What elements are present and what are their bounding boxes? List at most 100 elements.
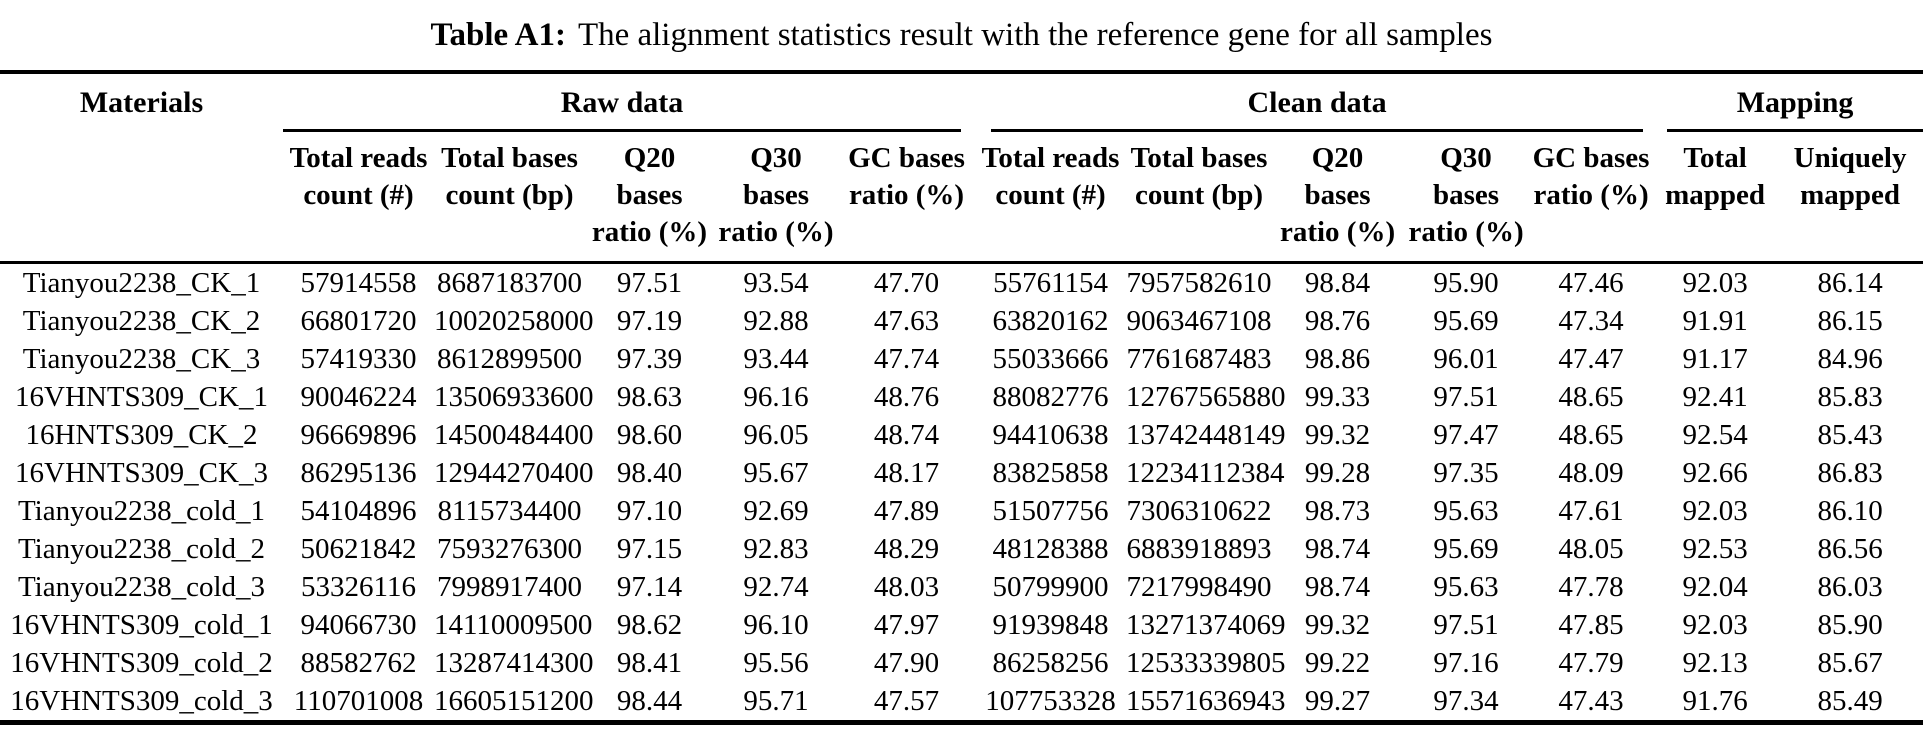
value-cell: 48.76 (873, 381, 940, 413)
value-cell: 98.73 (1304, 495, 1371, 527)
table-row: Tianyou2238_cold_3 53326116 7998917400 97.1… (0, 568, 1923, 606)
value-cell: 98.44 (616, 685, 683, 717)
value-cell: 83825858 (992, 457, 1109, 489)
table-row: 16VHNTS309_cold_2 88582762 13287414300 98.4… (0, 644, 1923, 682)
value-cell: 48.17 (873, 457, 940, 489)
table-caption: Table A1: The alignment statistics resul… (0, 0, 1923, 70)
value-cell: 92.53 (1682, 533, 1748, 565)
value-cell: 92.88 (743, 305, 809, 337)
value-cell: 90046224 (300, 381, 417, 413)
value-cell: 6883918893 (1126, 533, 1272, 565)
column-header: Total reads count (#) (975, 132, 1127, 264)
value-cell: 85.67 (1817, 647, 1883, 679)
value-cell: 88082776 (992, 381, 1109, 413)
table-row: 16VHNTS309_CK_3 86295136 12944270400 98.40 9… (0, 454, 1923, 492)
table-row: Tianyou2238_CK_2 66801720 10020258000 97.19… (0, 302, 1923, 340)
value-cell: 86258256 (992, 647, 1109, 679)
column-header: GC bases ratio (%) (838, 132, 976, 264)
table-row: Tianyou2238_cold_1 54104896 8115734400 97.1… (0, 492, 1923, 530)
value-cell: 15571636943 (1126, 685, 1286, 717)
value-cell: 53326116 (301, 571, 416, 603)
value-cell: 85.90 (1817, 609, 1883, 641)
value-cell: 48128388 (992, 533, 1109, 565)
value-cell: 94066730 (300, 609, 417, 641)
value-cell: 96.01 (1433, 343, 1499, 375)
value-cell: 98.41 (616, 647, 683, 679)
value-cell: 97.34 (1433, 685, 1499, 717)
material-cell: 16HNTS309_CK_2 (25, 419, 258, 451)
value-cell: 86.14 (1817, 267, 1883, 299)
value-cell: 95.63 (1433, 571, 1499, 603)
value-cell: 57914558 (300, 267, 417, 299)
column-header: Q20 bases ratio (%) (585, 132, 714, 264)
value-cell: 98.60 (616, 419, 683, 451)
value-cell: 47.46 (1558, 267, 1624, 299)
value-cell: 47.34 (1558, 305, 1624, 337)
column-header: Uniquely mapped (1777, 132, 1923, 264)
value-cell: 97.35 (1433, 457, 1499, 489)
value-cell: 95.67 (743, 457, 809, 489)
value-cell: 92.41 (1682, 381, 1748, 413)
value-cell: 98.84 (1304, 267, 1371, 299)
value-cell: 9063467108 (1126, 305, 1272, 337)
column-header: Q30 bases ratio (%) (1403, 132, 1530, 264)
value-cell: 48.03 (873, 571, 940, 603)
value-cell: 92.69 (743, 495, 809, 527)
value-cell: 97.14 (616, 571, 683, 603)
value-cell: 92.83 (743, 533, 809, 565)
value-cell: 86.83 (1817, 457, 1883, 489)
value-cell: 97.51 (616, 267, 683, 299)
value-cell: 85.43 (1817, 419, 1883, 451)
value-cell: 96.10 (743, 609, 809, 641)
value-cell: 7306310622 (1126, 495, 1272, 527)
value-cell: 63820162 (992, 305, 1109, 337)
group-header-clean-data: Clean data (975, 72, 1653, 132)
value-cell: 98.74 (1304, 571, 1371, 603)
column-header: Q30 bases ratio (%) (714, 132, 838, 264)
value-cell: 8612899500 (437, 343, 582, 375)
value-cell: 13506933600 (434, 381, 594, 413)
value-cell: 99.22 (1304, 647, 1371, 679)
value-cell: 13742448149 (1126, 419, 1286, 451)
value-cell: 97.10 (616, 495, 683, 527)
value-cell: 47.57 (873, 685, 940, 717)
value-cell: 48.09 (1558, 457, 1624, 489)
value-cell: 55761154 (993, 267, 1108, 299)
value-cell: 96.16 (743, 381, 809, 413)
value-cell: 94410638 (992, 419, 1109, 451)
value-cell: 48.29 (873, 533, 940, 565)
value-cell: 99.33 (1304, 381, 1371, 413)
table-row: 16VHNTS309_cold_1 94066730 14110009500 98.6… (0, 606, 1923, 644)
value-cell: 47.85 (1558, 609, 1624, 641)
table-row: Tianyou2238_CK_3 57419330 8612899500 97.39 9… (0, 340, 1923, 378)
value-cell: 98.40 (616, 457, 683, 489)
value-cell: 92.03 (1682, 609, 1748, 641)
value-cell: 12944270400 (434, 457, 594, 489)
value-cell: 91.76 (1682, 685, 1748, 717)
value-cell: 47.79 (1558, 647, 1624, 679)
material-cell: Tianyou2238_cold_3 (17, 571, 266, 603)
table-header: Materials Raw data Clean data Mapping Tota… (0, 72, 1923, 264)
group-header-row: Materials Raw data Clean data Mapping (0, 72, 1923, 264)
value-cell: 12533339805 (1126, 647, 1286, 679)
value-cell: 47.78 (1558, 571, 1624, 603)
value-cell: 84.96 (1817, 343, 1883, 375)
value-cell: 96669896 (300, 419, 417, 451)
material-cell: 16VHNTS309_cold_2 (10, 647, 273, 679)
material-cell: 16VHNTS309_cold_3 (10, 685, 273, 717)
value-cell: 85.49 (1817, 685, 1883, 717)
value-cell: 95.69 (1433, 305, 1499, 337)
value-cell: 14500484400 (434, 419, 594, 451)
value-cell: 48.05 (1558, 533, 1624, 565)
column-header: Total mapped (1653, 132, 1778, 264)
group-header-label: Clean data (991, 86, 1644, 132)
column-header: Total bases count (bp) (1126, 132, 1273, 264)
table-row: 16VHNTS309_CK_1 90046224 13506933600 98.63 9… (0, 378, 1923, 416)
value-cell: 7593276300 (437, 533, 582, 565)
value-cell: 57419330 (300, 343, 417, 375)
value-cell: 48.65 (1558, 419, 1624, 451)
value-cell: 86.56 (1817, 533, 1883, 565)
table-caption-label: Table A1: (430, 16, 566, 53)
value-cell: 86.15 (1817, 305, 1883, 337)
